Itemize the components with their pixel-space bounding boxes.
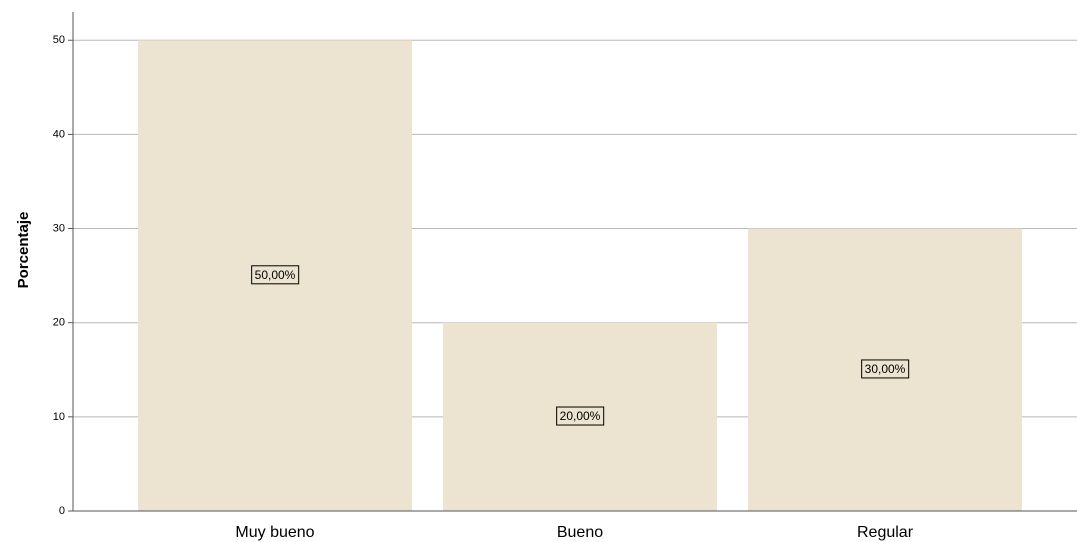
y-tick-label: 0 <box>59 505 65 517</box>
y-tick-label: 30 <box>53 222 65 234</box>
value-label-box <box>556 406 605 426</box>
value-label-box <box>861 359 910 379</box>
value-label: 20,00% <box>560 409 601 423</box>
x-tick-label: Bueno <box>557 524 603 541</box>
value-label: 30,00% <box>865 362 906 376</box>
value-label: 50,00% <box>255 268 296 282</box>
x-tick-label: Muy bueno <box>235 524 314 541</box>
y-tick-label: 50 <box>53 34 65 46</box>
y-axis-label: Porcentaje <box>15 212 32 289</box>
y-tick-label: 10 <box>53 411 65 423</box>
x-tick-label: Regular <box>857 524 914 541</box>
y-tick-label: 20 <box>53 317 65 329</box>
value-label-box <box>251 265 300 285</box>
y-tick-label: 40 <box>53 128 65 140</box>
